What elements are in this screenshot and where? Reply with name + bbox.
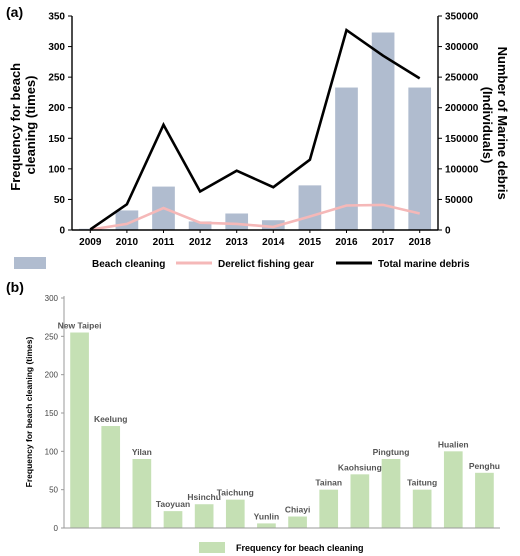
legend-a: Beach cleaning Derelict fishing gear Tot… [14, 257, 470, 270]
line-total-marine-debris [89, 27, 421, 231]
left-axis-title-line-1: Frequency for beach [8, 63, 23, 191]
right-tick-label: 250000 [445, 73, 479, 84]
right-axis-title-line-2: (Individuals) [480, 87, 495, 164]
bar-beach-cleaning-2017 [371, 32, 395, 230]
legend-label-frequency: Frequency for beach cleaning [236, 543, 364, 553]
debris-lines [89, 27, 421, 231]
legend-b: Frequency for beach cleaning [199, 542, 364, 553]
right-tick-label: 200000 [445, 103, 479, 114]
bar-beach-cleaning-2018 [408, 87, 432, 230]
right-axis-title-line-1: Number of Marine debris [495, 47, 510, 200]
city-label-penghu: Penghu [469, 461, 500, 471]
right-axis-ticks: 0 50000 100000 150000 200000 250000 300000 3500… [438, 12, 479, 237]
city-label-kaohsiung: Kaohsiung [338, 462, 382, 472]
city-label-tainan: Tainan [315, 478, 342, 488]
bar-yunlin [257, 523, 276, 528]
right-tick-label: 100000 [445, 164, 479, 175]
left-tick-label: 250 [48, 73, 65, 84]
bar-yilan [132, 459, 152, 528]
y-tick-label-b: 300 [45, 294, 59, 303]
bar-beach-cleaning-2012 [188, 221, 212, 230]
bar-taoyuan [163, 511, 183, 528]
y-tick-label-b: 0 [54, 524, 59, 533]
y-tick-label-b: 100 [45, 447, 59, 456]
left-tick-label: 300 [48, 42, 65, 53]
beach-cleaning-bars [78, 32, 432, 230]
bar-pingtung [381, 459, 401, 528]
bar-taichung [225, 499, 245, 528]
left-tick-label: 50 [54, 195, 66, 206]
frequency-bars [70, 332, 494, 528]
legend-swatch-frequency [199, 542, 225, 553]
right-tick-label: 350000 [445, 12, 479, 23]
bar-keelung [101, 426, 121, 528]
x-tick-label: 2010 [116, 237, 139, 248]
city-label-taichung: Taichung [217, 488, 254, 498]
panel-label-b: (b) [6, 279, 24, 295]
city-label-new-taipei: New Taipei [58, 321, 102, 331]
y-tick-label-b: 250 [45, 332, 59, 341]
city-label-yilan: Yilan [132, 447, 152, 457]
y-axis-ticks-b: 0 50 100 150 200 250 300 [45, 294, 64, 533]
bar-beach-cleaning-2016 [335, 87, 358, 230]
legend-label-derelict-fishing-gear: Derelict fishing gear [218, 259, 314, 270]
city-label-pingtung: Pingtung [373, 447, 410, 457]
bar-kaohsiung [350, 474, 370, 528]
bar-beach-cleaning-2015 [298, 185, 322, 230]
city-label-chiayi: Chiayi [285, 505, 311, 515]
city-label-taoyuan: Taoyuan [156, 499, 190, 509]
legend-swatch-beach-cleaning [14, 257, 46, 269]
bar-chiayi [288, 516, 307, 528]
right-tick-label: 0 [445, 226, 451, 237]
bar-taitung [412, 489, 432, 528]
x-tick-label: 2013 [226, 237, 249, 248]
legend-label-total-marine-debris: Total marine debris [378, 259, 470, 270]
left-tick-label: 100 [48, 164, 65, 175]
city-label-keelung: Keelung [94, 414, 128, 424]
line-derelict-fishing-gear [90, 203, 420, 231]
city-label-hualien: Hualien [438, 439, 469, 449]
left-tick-label: 0 [59, 226, 65, 237]
x-tick-label: 2014 [262, 237, 285, 248]
left-axis-ticks: 0 50 100 150 200 250 300 350 [48, 12, 72, 237]
city-label-taitung: Taitung [407, 478, 437, 488]
legend-label-beach-cleaning: Beach cleaning [92, 259, 165, 270]
panel-label-a: (a) [6, 4, 23, 20]
left-axis-title-line-2: cleaning (times) [23, 76, 38, 175]
left-axis-title: Frequency for beach cleaning (times) [8, 59, 38, 191]
x-tick-label: 2009 [79, 237, 102, 248]
x-tick-label: 2016 [335, 237, 358, 248]
right-tick-label: 150000 [445, 134, 479, 145]
right-tick-label: 50000 [445, 195, 473, 206]
x-tick-label: 2017 [372, 237, 395, 248]
y-axis-title-b: Frequency for beach cleaning (times) [24, 336, 34, 487]
chart-panel-a: (a) 0 50 100 150 200 250 300 350 0 50000 100000 15… [6, 4, 510, 270]
bar-tainan [319, 489, 339, 528]
right-tick-label: 300000 [445, 42, 479, 53]
bar-hsinchu [194, 504, 214, 528]
city-labels: New Taipei Keelung Yilan TaoyuanHsinchuTaic… [58, 321, 500, 522]
bar-beach-cleaning-2013 [225, 213, 249, 230]
x-tick-label: 2018 [409, 237, 432, 248]
right-axis-title: Number of Marine debris (Individuals) [480, 47, 510, 204]
left-tick-label: 150 [48, 134, 65, 145]
x-tick-label: 2012 [189, 237, 212, 248]
bar-penghu [475, 472, 494, 528]
year-tick-labels: 2009 2010 2011 2012 2013 2014 2015 2016 2017 2018 [79, 230, 431, 248]
x-tick-label: 2015 [299, 237, 322, 248]
y-tick-label-b: 150 [45, 409, 59, 418]
left-tick-label: 200 [48, 103, 65, 114]
y-tick-label-b: 200 [45, 371, 59, 380]
left-tick-label: 350 [48, 12, 65, 23]
bar-new-taipei [70, 332, 89, 528]
chart-panel-b: (b) 0 50 100 150 200 250 300 New Taipei Keelung… [6, 279, 500, 553]
y-tick-label-b: 50 [49, 486, 58, 495]
bar-beach-cleaning-2014 [261, 220, 285, 230]
city-label-yunlin: Yunlin [254, 511, 280, 521]
city-label-hsinchu: Hsinchu [187, 492, 221, 502]
x-tick-label: 2011 [153, 237, 175, 248]
bar-hualien [443, 451, 463, 528]
